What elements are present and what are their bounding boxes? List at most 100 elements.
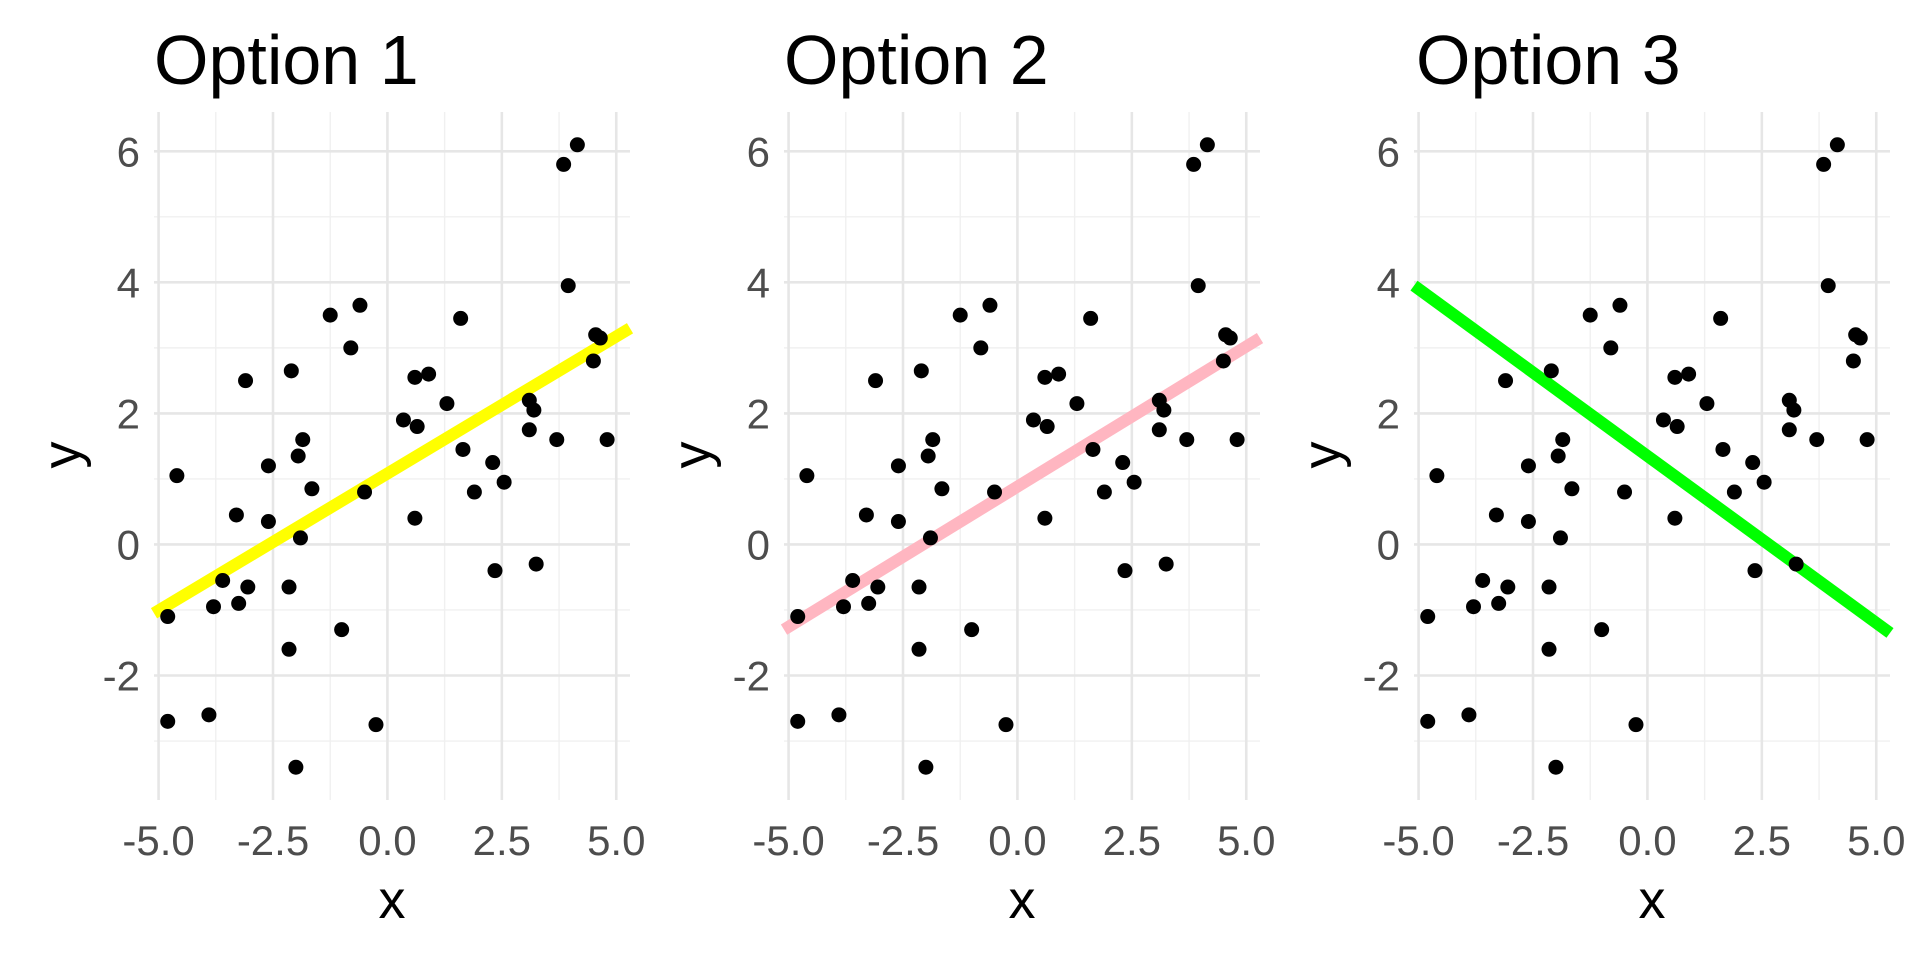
fit-line-layer xyxy=(1410,280,1894,638)
x-tick-labels: -5.0 -2.5 0.0 2.5 5.0 xyxy=(122,817,645,864)
data-point xyxy=(281,579,297,595)
data-point xyxy=(1222,330,1238,346)
y-tick-label: 4 xyxy=(747,259,770,306)
data-point xyxy=(322,307,338,323)
data-point xyxy=(918,759,934,775)
data-point xyxy=(487,563,503,579)
y-tick-label: 4 xyxy=(1377,259,1400,306)
x-tick-label: 0.0 xyxy=(358,817,416,864)
y-tick-labels: -2 0 2 4 6 xyxy=(1363,128,1400,699)
x-tick-label: 2.5 xyxy=(473,817,531,864)
data-point xyxy=(169,468,185,484)
data-point xyxy=(922,530,938,546)
y-tick-label: 0 xyxy=(117,521,140,568)
data-point xyxy=(238,373,254,389)
data-point xyxy=(295,432,311,448)
data-point xyxy=(1156,402,1172,418)
data-point xyxy=(1037,510,1053,526)
data-point xyxy=(215,572,231,588)
data-point xyxy=(260,458,276,474)
data-point xyxy=(421,366,437,382)
y-tick-label: 6 xyxy=(1377,128,1400,175)
x-axis-title: x xyxy=(1639,870,1666,930)
data-point xyxy=(1699,396,1715,412)
fit-line-layer xyxy=(780,332,1264,635)
data-point xyxy=(1667,510,1683,526)
data-point xyxy=(920,448,936,464)
data-point xyxy=(934,481,950,497)
data-point xyxy=(1039,419,1055,435)
data-point xyxy=(1186,156,1202,172)
data-point xyxy=(407,510,423,526)
x-tick-label: -2.5 xyxy=(1497,817,1569,864)
data-point xyxy=(1809,432,1825,448)
x-axis-title: x xyxy=(1009,870,1036,930)
panel-option-2: Option 2 x y -5.0 -2.5 0.0 2.5 5.0 -2 0 2 4 6 xyxy=(662,21,1275,930)
data-point xyxy=(890,514,906,530)
data-point xyxy=(526,402,542,418)
data-point xyxy=(1781,422,1797,438)
data-point xyxy=(357,484,373,500)
data-point xyxy=(1550,448,1566,464)
data-point xyxy=(1852,330,1868,346)
data-point xyxy=(1190,278,1206,294)
data-point xyxy=(453,310,469,326)
data-point xyxy=(368,717,384,733)
data-point xyxy=(409,419,425,435)
x-tick-label: 5.0 xyxy=(587,817,645,864)
data-point xyxy=(1548,759,1564,775)
data-point xyxy=(973,340,989,356)
data-point xyxy=(1429,468,1445,484)
y-tick-label: 0 xyxy=(747,521,770,568)
x-tick-label: -2.5 xyxy=(867,817,939,864)
data-point xyxy=(288,759,304,775)
x-tick-label: -5.0 xyxy=(752,817,824,864)
data-point xyxy=(304,481,320,497)
panel-option-1: Option 1 x y -5.0 -2.5 0.0 2.5 5.0 -2 0 2 4 6 xyxy=(32,21,645,930)
data-point xyxy=(1158,556,1174,572)
data-point xyxy=(569,137,585,153)
data-point xyxy=(1498,373,1514,389)
data-point xyxy=(281,641,297,657)
data-point xyxy=(1420,609,1436,625)
y-tick-label: 4 xyxy=(117,259,140,306)
data-point xyxy=(1117,563,1133,579)
x-tick-label: -5.0 xyxy=(122,817,194,864)
data-point xyxy=(1126,474,1142,490)
data-point xyxy=(1756,474,1772,490)
data-point xyxy=(845,572,861,588)
data-point xyxy=(1747,563,1763,579)
y-axis-title: y xyxy=(662,442,722,469)
data-point xyxy=(1715,441,1731,457)
data-point xyxy=(1655,412,1671,428)
y-tick-label: 2 xyxy=(747,390,770,437)
gridlines xyxy=(784,112,1260,800)
data-point xyxy=(1461,707,1477,723)
data-point xyxy=(831,707,847,723)
data-point xyxy=(549,432,565,448)
data-point xyxy=(206,599,221,615)
y-tick-labels: -2 0 2 4 6 xyxy=(103,128,140,699)
data-point xyxy=(1500,579,1516,595)
data-point xyxy=(1199,137,1215,153)
data-point xyxy=(407,369,423,385)
data-point xyxy=(987,484,1003,500)
data-point xyxy=(1025,412,1041,428)
data-point xyxy=(592,330,608,346)
y-tick-label: 0 xyxy=(1377,521,1400,568)
x-tick-label: 5.0 xyxy=(1847,817,1905,864)
data-point xyxy=(1520,458,1536,474)
data-point xyxy=(952,307,968,323)
data-point xyxy=(585,353,601,369)
data-point xyxy=(982,297,998,313)
data-point xyxy=(1151,422,1167,438)
data-point xyxy=(1594,622,1610,638)
data-point xyxy=(343,340,359,356)
data-point xyxy=(1475,572,1491,588)
y-tick-label: 6 xyxy=(117,128,140,175)
data-point xyxy=(439,396,455,412)
data-point xyxy=(858,507,874,523)
data-point xyxy=(925,432,941,448)
y-tick-label: 2 xyxy=(1377,390,1400,437)
